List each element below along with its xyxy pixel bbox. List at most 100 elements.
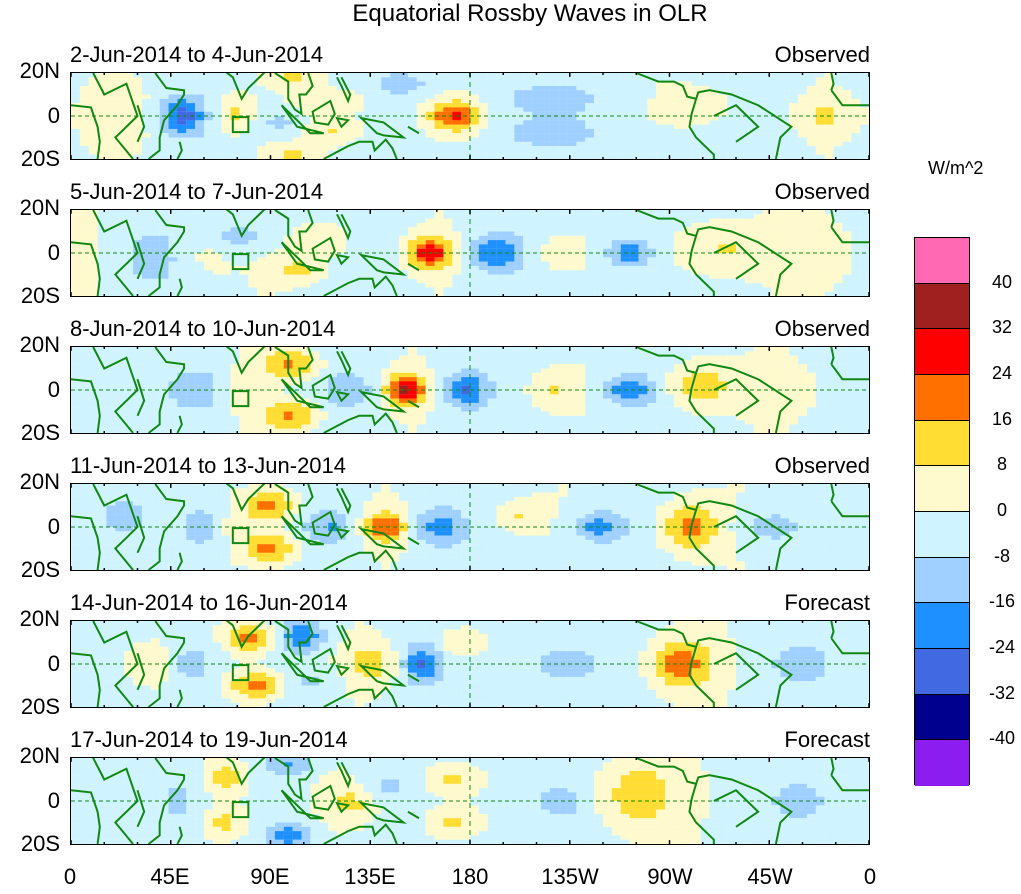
heatmap-cell bbox=[701, 125, 710, 129]
heatmap-cell bbox=[789, 112, 798, 116]
heatmap-cell bbox=[576, 150, 585, 154]
heatmap-cell bbox=[834, 86, 843, 90]
heatmap-cell bbox=[576, 116, 585, 120]
heatmap-cell bbox=[568, 219, 577, 223]
heatmap-cell bbox=[426, 82, 435, 86]
heatmap-cell bbox=[151, 390, 160, 394]
heatmap-cell bbox=[239, 236, 248, 240]
heatmap-cell bbox=[319, 347, 328, 351]
heatmap-cell bbox=[257, 129, 266, 133]
heatmap-cell bbox=[727, 133, 736, 137]
heatmap-cell bbox=[816, 150, 825, 154]
heatmap-cell bbox=[124, 77, 133, 81]
heatmap-cell bbox=[559, 292, 568, 296]
heatmap-cell bbox=[435, 249, 444, 253]
heatmap-cell bbox=[80, 394, 89, 398]
heatmap-cell bbox=[399, 142, 408, 146]
heatmap-cell bbox=[408, 146, 417, 150]
heatmap-cell bbox=[417, 142, 426, 146]
heatmap-cell bbox=[239, 292, 248, 296]
heatmap-cell bbox=[266, 287, 275, 291]
heatmap-cell bbox=[638, 146, 647, 150]
heatmap-cell bbox=[594, 249, 603, 253]
heatmap-cell bbox=[372, 424, 381, 428]
heatmap-cell bbox=[142, 73, 151, 77]
heatmap-cell bbox=[568, 266, 577, 270]
heatmap-cell bbox=[452, 90, 461, 94]
heatmap-cell bbox=[222, 155, 231, 159]
heatmap-cell bbox=[426, 403, 435, 407]
heatmap-cell bbox=[275, 386, 284, 390]
heatmap-cell bbox=[124, 210, 133, 214]
heatmap-cell bbox=[364, 86, 373, 90]
heatmap-cell bbox=[355, 381, 364, 385]
heatmap-cell bbox=[523, 227, 532, 231]
heatmap-cell bbox=[630, 133, 639, 137]
heatmap-cell bbox=[576, 214, 585, 218]
heatmap-cell bbox=[559, 73, 568, 77]
heatmap-cell bbox=[745, 95, 754, 99]
heatmap-cell bbox=[328, 73, 337, 77]
heatmap-cell bbox=[302, 253, 311, 257]
heatmap-cell bbox=[426, 416, 435, 420]
heatmap-cell bbox=[461, 275, 470, 279]
heatmap-cell bbox=[514, 82, 523, 86]
heatmap-cell bbox=[142, 86, 151, 90]
heatmap-cell bbox=[169, 287, 178, 291]
heatmap-cell bbox=[532, 386, 541, 390]
heatmap-cell bbox=[364, 219, 373, 223]
heatmap-cell bbox=[665, 138, 674, 142]
heatmap-cell bbox=[470, 223, 479, 227]
heatmap-cell bbox=[98, 244, 107, 248]
y-tick-label: 20S bbox=[0, 420, 60, 446]
heatmap-cell bbox=[559, 214, 568, 218]
heatmap-cell bbox=[248, 129, 257, 133]
heatmap-cell bbox=[284, 133, 293, 137]
heatmap-cell bbox=[470, 82, 479, 86]
heatmap-cell bbox=[709, 279, 718, 283]
heatmap-cell bbox=[186, 95, 195, 99]
heatmap-cell bbox=[372, 429, 381, 433]
heatmap-cell bbox=[89, 360, 98, 364]
heatmap-cell bbox=[106, 292, 115, 296]
heatmap-cell bbox=[470, 90, 479, 94]
heatmap-cell bbox=[479, 364, 488, 368]
heatmap-cell bbox=[231, 283, 240, 287]
heatmap-cell bbox=[310, 262, 319, 266]
heatmap-cell bbox=[568, 112, 577, 116]
heatmap-cell bbox=[656, 232, 665, 236]
heatmap-cell bbox=[603, 424, 612, 428]
heatmap-cell bbox=[488, 351, 497, 355]
heatmap-cell bbox=[302, 373, 311, 377]
heatmap-cell bbox=[576, 236, 585, 240]
heatmap-cell bbox=[106, 279, 115, 283]
heatmap-cell bbox=[151, 112, 160, 116]
heatmap-cell bbox=[674, 146, 683, 150]
heatmap-cell bbox=[576, 377, 585, 381]
heatmap-cell bbox=[390, 275, 399, 279]
heatmap-cell bbox=[603, 240, 612, 244]
heatmap-cell bbox=[142, 381, 151, 385]
heatmap-cell bbox=[408, 142, 417, 146]
heatmap-cell bbox=[328, 412, 337, 416]
heatmap-cell bbox=[115, 227, 124, 231]
heatmap-cell bbox=[452, 416, 461, 420]
heatmap-cell bbox=[816, 138, 825, 142]
heatmap-cell bbox=[355, 150, 364, 154]
heatmap-cell bbox=[177, 351, 186, 355]
heatmap-cell bbox=[647, 292, 656, 296]
heatmap-cell bbox=[80, 107, 89, 111]
heatmap-cell bbox=[612, 138, 621, 142]
heatmap-cell bbox=[523, 270, 532, 274]
heatmap-cell bbox=[674, 257, 683, 261]
heatmap-cell bbox=[426, 266, 435, 270]
heatmap-cell bbox=[505, 232, 514, 236]
heatmap-cell bbox=[346, 244, 355, 248]
heatmap-cell bbox=[701, 253, 710, 257]
heatmap-cell bbox=[408, 351, 417, 355]
heatmap-cell bbox=[701, 249, 710, 253]
heatmap-cell bbox=[479, 73, 488, 77]
heatmap-cell bbox=[364, 283, 373, 287]
heatmap-cell bbox=[523, 253, 532, 257]
heatmap-cell bbox=[851, 214, 860, 218]
